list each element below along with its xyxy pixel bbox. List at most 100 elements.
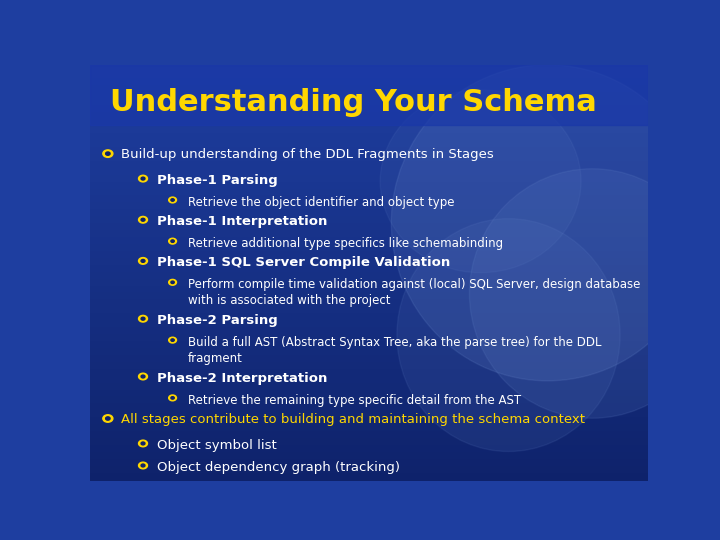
- Circle shape: [171, 397, 174, 399]
- Bar: [90, 287, 648, 294]
- Ellipse shape: [392, 65, 703, 381]
- Circle shape: [171, 281, 174, 284]
- Ellipse shape: [380, 90, 581, 273]
- Bar: [90, 162, 648, 168]
- Bar: [90, 411, 648, 418]
- Bar: [90, 197, 648, 204]
- Bar: [90, 280, 648, 287]
- Text: Phase-1 SQL Server Compile Validation: Phase-1 SQL Server Compile Validation: [157, 256, 450, 269]
- Bar: [90, 266, 648, 273]
- Circle shape: [141, 259, 145, 262]
- Bar: [90, 176, 648, 183]
- Bar: [90, 460, 648, 467]
- Bar: [90, 418, 648, 425]
- Text: Phase-1 Parsing: Phase-1 Parsing: [157, 174, 278, 187]
- Bar: [90, 370, 648, 377]
- Text: Retrieve additional type specifics like schemabinding: Retrieve additional type specifics like …: [188, 237, 503, 250]
- Bar: [90, 349, 648, 356]
- Bar: [90, 453, 648, 460]
- Bar: [90, 231, 648, 238]
- Bar: [90, 390, 648, 397]
- Bar: [90, 148, 648, 155]
- Bar: [90, 300, 648, 307]
- Circle shape: [141, 318, 145, 320]
- Bar: [90, 383, 648, 390]
- Bar: [90, 113, 648, 120]
- Bar: [90, 224, 648, 231]
- Circle shape: [103, 415, 113, 422]
- Ellipse shape: [469, 168, 715, 418]
- Text: Understanding Your Schema: Understanding Your Schema: [109, 87, 596, 117]
- Bar: [90, 217, 648, 224]
- Bar: [90, 245, 648, 252]
- Circle shape: [141, 218, 145, 221]
- Circle shape: [171, 199, 174, 201]
- Circle shape: [141, 177, 145, 180]
- Bar: [90, 106, 648, 113]
- Circle shape: [138, 217, 148, 223]
- Bar: [90, 467, 648, 474]
- Text: All stages contribute to building and maintaining the schema context: All stages contribute to building and ma…: [121, 413, 585, 426]
- Bar: [90, 307, 648, 314]
- Bar: [90, 363, 648, 370]
- Text: Build a full AST (Abstract Syntax Tree, aka the parse tree) for the DDL
fragment: Build a full AST (Abstract Syntax Tree, …: [188, 336, 601, 365]
- Bar: [90, 211, 648, 217]
- Circle shape: [138, 315, 148, 322]
- Text: Phase-1 Interpretation: Phase-1 Interpretation: [157, 215, 328, 228]
- Circle shape: [168, 197, 176, 203]
- Bar: [90, 342, 648, 349]
- Circle shape: [171, 240, 174, 242]
- Circle shape: [138, 373, 148, 380]
- Bar: [90, 446, 648, 453]
- Text: Phase-2 Parsing: Phase-2 Parsing: [157, 314, 278, 327]
- Bar: [90, 120, 648, 127]
- Bar: [90, 65, 648, 72]
- Circle shape: [138, 258, 148, 264]
- Bar: [90, 92, 648, 99]
- Circle shape: [168, 279, 176, 285]
- Bar: [90, 474, 648, 481]
- Text: Perform compile time validation against (local) SQL Server, design database
with: Perform compile time validation against …: [188, 278, 640, 307]
- Bar: [90, 141, 648, 148]
- Bar: [90, 356, 648, 363]
- Bar: [90, 397, 648, 404]
- Bar: [90, 294, 648, 300]
- Bar: [90, 238, 648, 245]
- Bar: [90, 72, 648, 79]
- Circle shape: [168, 238, 176, 244]
- Bar: [90, 273, 648, 280]
- Circle shape: [138, 462, 148, 469]
- Text: Retrieve the object identifier and object type: Retrieve the object identifier and objec…: [188, 196, 454, 209]
- Bar: [90, 252, 648, 259]
- Ellipse shape: [397, 219, 620, 451]
- Text: Retrieve the remaining type specific detail from the AST: Retrieve the remaining type specific det…: [188, 394, 521, 407]
- Circle shape: [168, 395, 176, 401]
- Circle shape: [141, 464, 145, 467]
- Bar: [90, 134, 648, 141]
- Bar: [90, 439, 648, 446]
- Circle shape: [138, 176, 148, 182]
- Bar: [90, 65, 648, 125]
- Bar: [90, 79, 648, 85]
- Bar: [90, 404, 648, 411]
- Bar: [90, 377, 648, 383]
- Bar: [90, 168, 648, 176]
- Bar: [90, 85, 648, 92]
- Bar: [90, 127, 648, 134]
- Bar: [90, 99, 648, 106]
- Bar: [90, 432, 648, 439]
- Circle shape: [103, 150, 113, 157]
- Bar: [90, 155, 648, 162]
- Text: Object symbol list: Object symbol list: [157, 438, 276, 451]
- Bar: [90, 335, 648, 342]
- Circle shape: [106, 417, 110, 420]
- Bar: [90, 183, 648, 190]
- Bar: [90, 425, 648, 432]
- Circle shape: [141, 375, 145, 378]
- Circle shape: [171, 339, 174, 341]
- Circle shape: [138, 440, 148, 447]
- Text: Object dependency graph (tracking): Object dependency graph (tracking): [157, 461, 400, 474]
- Circle shape: [141, 442, 145, 445]
- Text: Build-up understanding of the DDL Fragments in Stages: Build-up understanding of the DDL Fragme…: [121, 148, 493, 161]
- Bar: [90, 259, 648, 266]
